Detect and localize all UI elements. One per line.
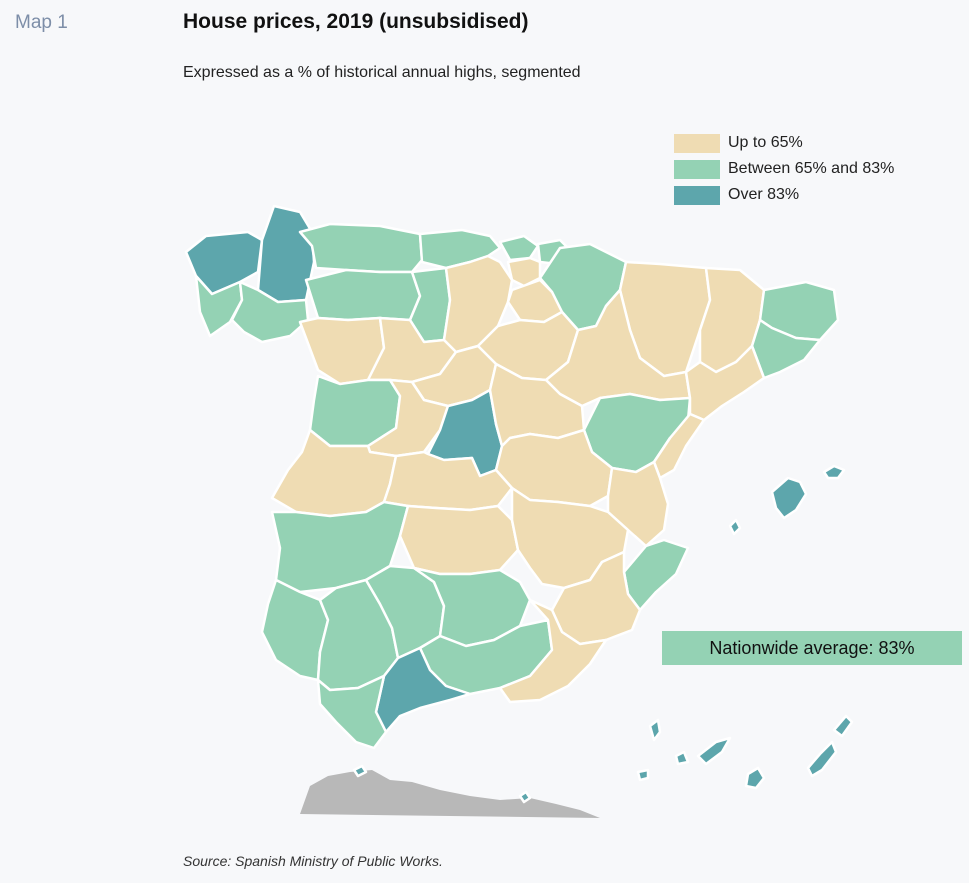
- province-canarias-hierro: [636, 768, 650, 782]
- legend: Up to 65% Between 65% and 83% Over 83%: [674, 130, 894, 208]
- nationwide-average-text: Nationwide average: 83%: [709, 637, 915, 658]
- province-baleares-mallorca: [770, 476, 808, 520]
- province-bizkaia: [498, 234, 540, 262]
- map-subtitle: Expressed as a % of historical annual hi…: [183, 64, 581, 81]
- legend-label-mid: Between 65% and 83%: [728, 160, 895, 177]
- province-alava: [506, 256, 542, 288]
- legend-item-mid: Between 65% and 83%: [674, 156, 894, 182]
- province-baleares-menorca: [822, 464, 846, 480]
- province-lugo: [256, 204, 316, 304]
- legend-item-low: Up to 65%: [674, 130, 894, 156]
- province-leon: [304, 268, 422, 322]
- legend-swatch-mid: [674, 159, 720, 179]
- province-ourense: [230, 280, 310, 344]
- province-ciudad-real: [398, 504, 520, 576]
- province-asturias: [298, 222, 424, 274]
- province-canarias-fuerteventura: [806, 740, 838, 778]
- province-ceuta: [352, 764, 368, 778]
- province-canarias-gran-canaria: [744, 766, 766, 790]
- province-canarias-la-palma: [648, 718, 662, 742]
- map-title: House prices, 2019 (unsubsidised): [183, 10, 529, 33]
- legend-label-high: Over 83%: [728, 186, 800, 203]
- province-melilla: [518, 790, 532, 804]
- province-cadiz: [316, 674, 388, 750]
- province-canarias-gomera: [674, 750, 690, 766]
- legend-swatch-high: [674, 185, 720, 205]
- province-tarragona: [684, 344, 766, 422]
- north-africa-landmass: [300, 770, 600, 818]
- legend-swatch-low: [674, 133, 720, 153]
- province-canarias-tenerife: [696, 736, 732, 766]
- legend-label-low: Up to 65%: [728, 134, 803, 151]
- legend-item-high: Over 83%: [674, 182, 894, 208]
- province-canarias-lanzarote: [832, 714, 854, 738]
- province-baleares-ibiza: [728, 518, 742, 536]
- nationwide-average-callout: Nationwide average: 83%: [662, 631, 962, 665]
- province-almeria: [498, 598, 608, 704]
- map-number-label: Map 1: [15, 12, 68, 33]
- source-note: Source: Spanish Ministry of Public Works…: [183, 853, 443, 869]
